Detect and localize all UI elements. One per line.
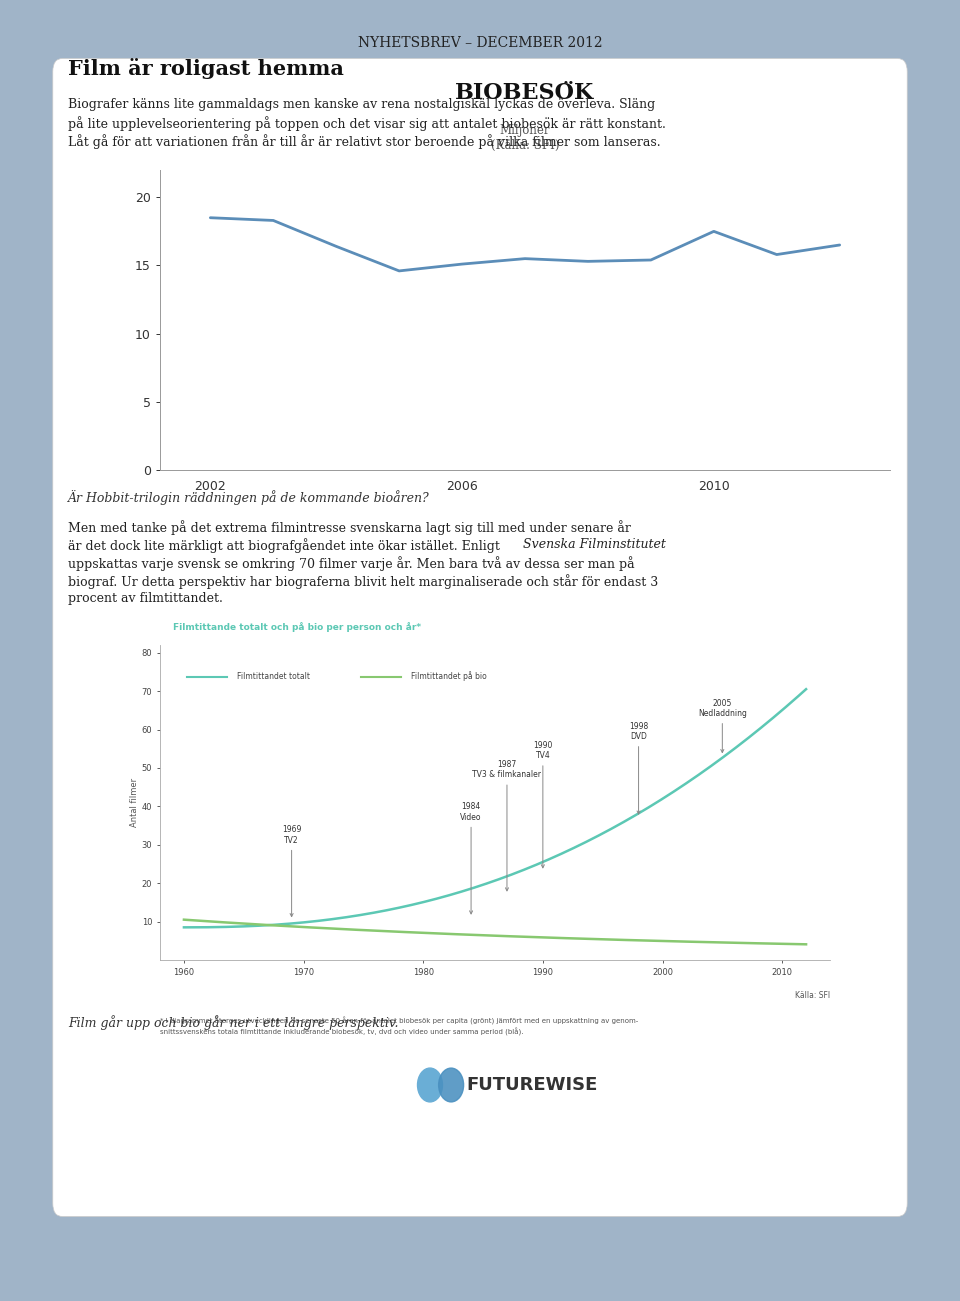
Text: Men med tanke på det extrema filmintresse svenskarna lagt sig till med under sen: Men med tanke på det extrema filmintress… bbox=[68, 520, 631, 535]
Text: 1998
DVD: 1998 DVD bbox=[629, 722, 648, 814]
Text: BIOBESÖK: BIOBESÖK bbox=[455, 82, 594, 104]
Text: 1990
TV4: 1990 TV4 bbox=[533, 740, 553, 868]
Text: Är Hobbit-trilogin räddningen på de kommande bioåren?: Är Hobbit-trilogin räddningen på de komm… bbox=[68, 490, 430, 505]
Text: Miljoner
(Källa: SFI): Miljoner (Källa: SFI) bbox=[491, 124, 560, 152]
Text: NYHETSBREV – DECEMBER 2012: NYHETSBREV – DECEMBER 2012 bbox=[358, 36, 602, 51]
Text: Filmtittande totalt och på bio per person och år*: Filmtittande totalt och på bio per perso… bbox=[174, 622, 421, 632]
Text: FUTUREWISE: FUTUREWISE bbox=[467, 1076, 598, 1094]
Text: 1969
TV2: 1969 TV2 bbox=[282, 825, 301, 917]
Text: Svenska Filminstitutet: Svenska Filminstitutet bbox=[523, 539, 666, 552]
Y-axis label: Antal filmer: Antal filmer bbox=[130, 778, 139, 827]
Text: Källa: SFI: Källa: SFI bbox=[795, 991, 830, 1000]
Text: Filmtittandet på bio: Filmtittandet på bio bbox=[411, 671, 487, 682]
Text: Film är roligast hemma: Film är roligast hemma bbox=[68, 59, 344, 79]
Text: * I diagrammet återges utvecklingen de senaste 50 åren för antalet biobesök per : * I diagrammet återges utvecklingen de s… bbox=[160, 1016, 638, 1036]
Text: Film går upp och bio går ner i ett längre perspektiv.: Film går upp och bio går ner i ett längr… bbox=[68, 1015, 398, 1030]
Text: 1984
Video: 1984 Video bbox=[461, 803, 482, 913]
Text: procent av filmtittandet.: procent av filmtittandet. bbox=[68, 592, 223, 605]
Text: Filmtittandet totalt: Filmtittandet totalt bbox=[237, 673, 310, 680]
Text: på lite upplevelseorientering på toppen och det visar sig att antalet biobesök : på lite upplevelseorientering på toppen … bbox=[68, 116, 666, 131]
Text: 2005
Nedladdning: 2005 Nedladdning bbox=[698, 699, 747, 752]
Text: biograf. Ur detta perspektiv har biograferna blivit helt marginaliserade och stå: biograf. Ur detta perspektiv har biograf… bbox=[68, 574, 659, 589]
Text: 1987
TV3 & filmkanaler: 1987 TV3 & filmkanaler bbox=[472, 760, 541, 891]
Text: Biografer känns lite gammaldags men kanske av rena nostalgiskäl lyckas de överle: Biografer känns lite gammaldags men kans… bbox=[68, 98, 656, 111]
Text: är det dock lite märkligt att biografgåendet inte ökar istället. Enligt: är det dock lite märkligt att biografgåe… bbox=[68, 539, 504, 553]
Text: uppskattas varje svensk se omkring 70 filmer varje år. Men bara två av dessa ser: uppskattas varje svensk se omkring 70 fi… bbox=[68, 556, 635, 571]
Text: Låt gå för att variationen från år till år är relativt stor beroende på vilka fi: Låt gå för att variationen från år till … bbox=[68, 134, 660, 148]
